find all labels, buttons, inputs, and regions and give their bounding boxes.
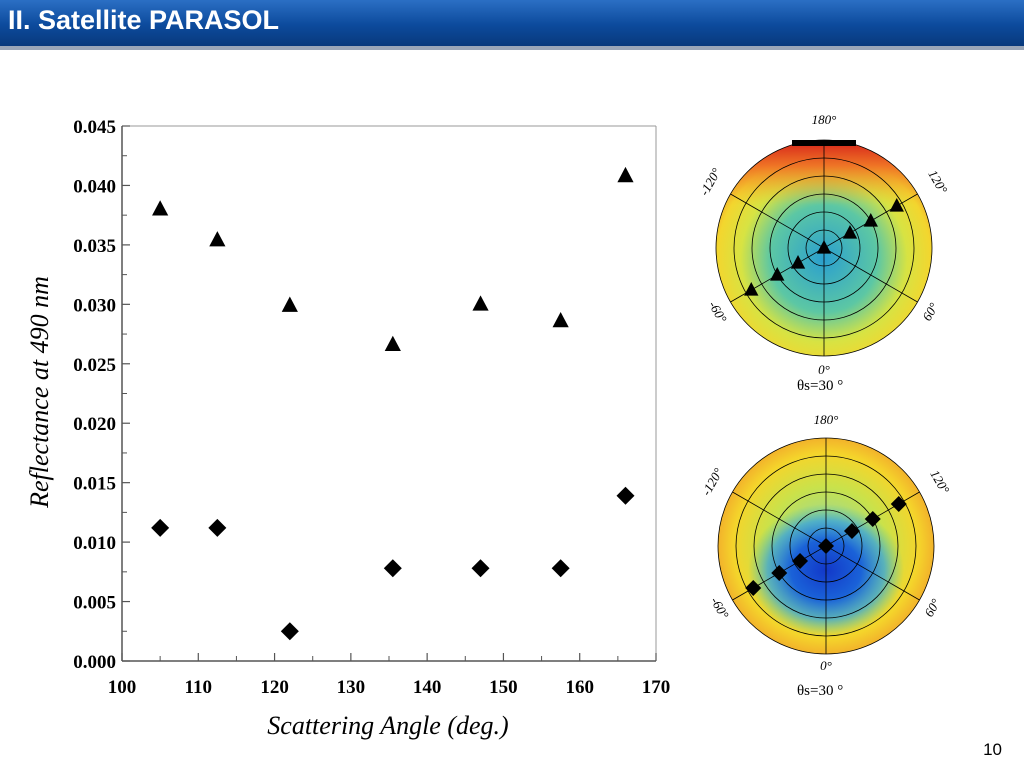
diamond-point (471, 559, 490, 578)
polar-diamond-point (792, 553, 809, 569)
polar-plot-bottom: 180° 120° 60° 0° -60° -120° (700, 412, 953, 673)
triangle-point (617, 166, 634, 183)
angle-label-neg60: -60° (706, 298, 730, 325)
polar-triangle-point (744, 282, 759, 296)
title-bar-underline (0, 46, 1024, 50)
y-tick-label: 0.035 (73, 236, 116, 257)
y-tick-label: 0.030 (73, 295, 116, 316)
polar-triangle-point (770, 267, 785, 281)
angle-label-neg120: -120° (700, 465, 726, 498)
polar-triangle-point (842, 225, 858, 239)
data-points (151, 166, 635, 641)
polar-triangle-point (816, 240, 832, 254)
angle-label-180: 180° (812, 112, 837, 127)
angle-label-neg120: -120° (700, 165, 724, 198)
scatter-chart: 0.000 0.005 0.010 0.015 0.020 0.025 0.030 0.035… (25, 117, 671, 740)
diamond-point (280, 622, 299, 641)
triangle-point (552, 311, 569, 328)
x-tick-label: 140 (413, 677, 442, 698)
x-axis-label: Scattering Angle (deg.) (267, 711, 508, 740)
y-tick-label: 0.000 (73, 652, 116, 673)
angle-label-120: 120° (927, 467, 952, 496)
diamond-point (616, 486, 635, 505)
y-tick-label: 0.040 (73, 176, 116, 197)
x-tick-label: 160 (565, 677, 594, 698)
angle-label-60: 60° (919, 300, 941, 323)
angle-label-180: 180° (814, 412, 839, 427)
angle-label-120: 120° (925, 167, 950, 196)
plot-frame (121, 125, 657, 662)
x-tick-label: 130 (337, 677, 366, 698)
angle-label-neg60: -60° (708, 594, 732, 621)
y-axis-label: Reflectance at 490 nm (25, 276, 54, 509)
diamond-point (208, 518, 227, 537)
diamond-point (551, 559, 570, 578)
slide-title: II. Satellite PARASOL (8, 5, 280, 35)
polar-triangle-point (863, 213, 878, 227)
triangle-point (472, 295, 489, 311)
y-tick-label: 0.005 (73, 593, 116, 614)
polar-diamond-point (745, 580, 762, 596)
x-tick-label: 120 (260, 677, 289, 698)
page-number: 10 (983, 740, 1002, 759)
triangle-point (152, 200, 169, 216)
triangle-point (384, 335, 401, 352)
y-tick-label: 0.045 (73, 117, 116, 138)
y-tick-label: 0.015 (73, 474, 116, 495)
x-tick-label: 170 (642, 677, 671, 698)
angle-label-0: 0° (818, 362, 830, 377)
polar-diamond-point (771, 565, 788, 581)
diamond-point (383, 559, 402, 578)
solar-zenith-label-bottom: θs=30 ° (797, 683, 844, 699)
y-tick-label: 0.020 (73, 414, 116, 435)
x-axis-ticks: 100 110 120 130 140 150 160 170 (108, 653, 671, 698)
polar-triangle-point (790, 255, 806, 269)
polar-triangle-point (889, 198, 904, 212)
polar-diamond-point (843, 523, 860, 539)
triangle-point (209, 231, 226, 247)
x-tick-label: 110 (185, 677, 212, 698)
title-bar (0, 0, 1024, 46)
polar-diamond-point (818, 538, 834, 554)
x-tick-label: 150 (489, 677, 518, 698)
y-tick-label: 0.025 (73, 355, 116, 376)
diamond-point (151, 518, 170, 537)
y-axis-ticks: 0.000 0.005 0.010 0.015 0.020 0.025 0.030 0.035… (73, 117, 130, 673)
y-tick-label: 0.010 (73, 533, 116, 554)
x-tick-label: 100 (108, 677, 137, 698)
polar-diamond-point (864, 511, 881, 527)
polar-diamond-point (890, 496, 907, 512)
angle-label-60: 60° (921, 596, 943, 619)
triangle-point (281, 296, 298, 312)
angle-label-0: 0° (820, 658, 832, 673)
polar-plot-top: 180° 120° 60° 0° -60° -120° (700, 112, 951, 377)
solar-zenith-label-top: θs=30 ° (797, 378, 844, 394)
